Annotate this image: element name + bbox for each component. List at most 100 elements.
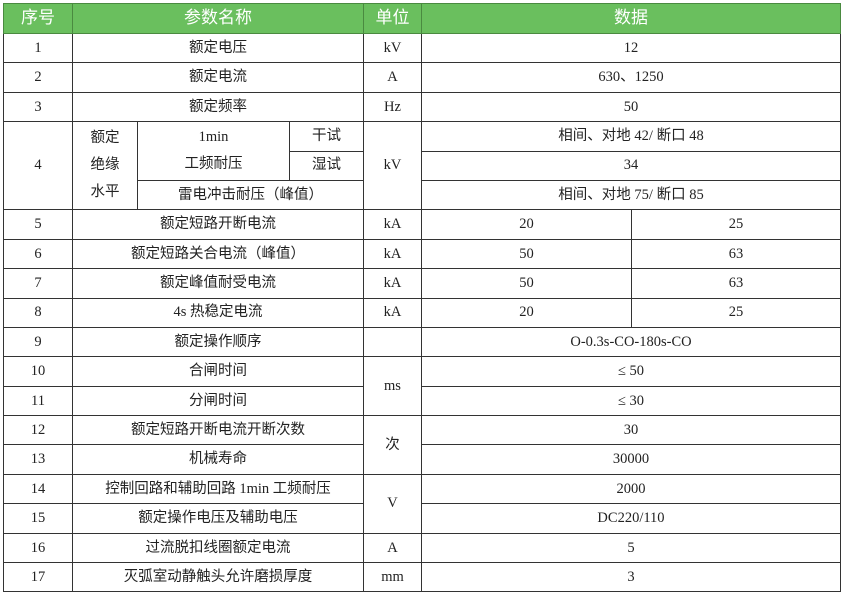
table-row: 9 额定操作顺序 O-0.3s-CO-180s-CO [3, 326, 841, 358]
table-row: 1 额定电压 kV 12 [3, 32, 841, 64]
row-value: ≤ 30 [421, 385, 841, 417]
row-name: 额定操作电压及辅助电压 [72, 503, 364, 534]
row-value: O-0.3s-CO-180s-CO [421, 326, 841, 358]
row-no: 15 [3, 503, 73, 534]
row-value-2: 63 [631, 268, 841, 299]
row-no: 4 [3, 121, 73, 211]
row-unit: kA [363, 209, 422, 240]
lightning-impulse-value: 相间、对地 75/ 断口 85 [421, 179, 841, 211]
label-line: 水平 [90, 184, 120, 201]
table-row: 6 额定短路关合电流（峰值） kA 50 63 [3, 238, 841, 270]
row-unit: kA [363, 238, 422, 270]
label-line: 1min [198, 129, 229, 146]
row-unit: A [363, 532, 422, 564]
table-row: 12 额定短路开断电流开断次数次 30 [3, 415, 841, 475]
wet-test-value: 34 [421, 150, 841, 181]
row-name: 额定短路关合电流（峰值） [72, 238, 364, 270]
table-row: 14 控制回路和辅助回路 1min 工频耐压 V 2000 [3, 473, 841, 534]
row-unit: ms [363, 356, 422, 417]
row-no: 2 [3, 62, 73, 93]
row-unit: 次 [363, 415, 422, 475]
header-name: 参数名称 [72, 3, 364, 34]
row-value: 30 [421, 415, 841, 446]
table-row: 3 额定频率 Hz 50 [3, 91, 841, 123]
row-name: 额定短路开断电流 [72, 209, 364, 240]
row-value: 30000 [421, 444, 841, 475]
row-unit: Hz [363, 91, 422, 123]
table-row: 16 过流脱扣线圈额定电流 A 5 [3, 532, 841, 564]
table-row: 13 机械寿命 30000 [3, 444, 841, 475]
dry-test-value: 相间、对地 42/ 断口 48 [421, 121, 841, 152]
header-row: 序号 参数名称 单位 数据 [3, 3, 841, 34]
row-unit: kA [363, 268, 422, 299]
label-line: 额定 [90, 130, 120, 147]
row-value: 50 [421, 91, 841, 123]
row-name: 额定频率 [72, 91, 364, 123]
row-name: 额定峰值耐受电流 [72, 268, 364, 299]
row-name: 分闸时间 [72, 385, 364, 417]
header-no: 序号 [3, 3, 73, 34]
row-no: 10 [3, 356, 73, 387]
table-row: 17 灭弧室动静触头允许磨损厚度 mm 3 [3, 562, 841, 593]
dry-test-label: 干试 [289, 121, 364, 152]
row-no: 6 [3, 238, 73, 270]
row-value: DC220/110 [421, 503, 841, 534]
table-row: 15 额定操作电压及辅助电压 DC220/110 [3, 503, 841, 534]
row-no: 17 [3, 562, 73, 593]
row-no: 16 [3, 532, 73, 564]
row-value-2: 63 [631, 238, 841, 270]
row-no: 8 [3, 297, 73, 328]
header-data: 数据 [421, 3, 841, 34]
power-frequency-withstand-label: 1min 工频耐压 [137, 121, 290, 181]
row-name: 控制回路和辅助回路 1min 工频耐压 [72, 473, 364, 505]
parameter-table: 序号 参数名称 单位 数据 1 额定电压 kV 12 2 额定电流 A 630、1250 3… [3, 3, 841, 593]
row-unit: A [363, 62, 422, 93]
header-unit: 单位 [363, 3, 422, 34]
row-no: 9 [3, 326, 73, 358]
row-unit: V [363, 473, 422, 534]
insulation-level-label: 额定 绝缘 水平 [72, 121, 138, 211]
row-value-1: 20 [421, 297, 632, 328]
row-value: ≤ 50 [421, 356, 841, 387]
lightning-impulse-label: 雷电冲击耐压（峰值） [137, 179, 364, 211]
row-unit: kV [363, 32, 422, 64]
table-row: 雷电冲击耐压（峰值） 相间、对地 75/ 断口 85 [4, 179, 841, 211]
row-no: 7 [3, 268, 73, 299]
table-row: 10 合闸时间 ms ≤ 50 [3, 356, 841, 417]
row-name: 额定电压 [72, 32, 364, 64]
row-no: 14 [3, 473, 73, 505]
row-no: 12 [3, 415, 73, 446]
row-name: 过流脱扣线圈额定电流 [72, 532, 364, 564]
row-value-1: 20 [421, 209, 632, 240]
row-value-1: 50 [421, 238, 632, 270]
row-value: 5 [421, 532, 841, 564]
label-line: 工频耐压 [184, 156, 243, 173]
row-no: 13 [3, 444, 73, 475]
table-row: 湿试 34 [4, 150, 841, 181]
row-no: 3 [3, 91, 73, 123]
row-value-1: 50 [421, 268, 632, 299]
row-name: 机械寿命 [72, 444, 364, 475]
row-no: 1 [3, 32, 73, 64]
row-unit [363, 326, 422, 358]
row-name: 合闸时间 [72, 356, 364, 387]
table-row: 5 额定短路开断电流 kA 20 25 [3, 209, 841, 240]
table-row: 11 分闸时间 ≤ 30 [3, 385, 841, 417]
row-value: 630、1250 [421, 62, 841, 93]
row-unit: mm [363, 562, 422, 593]
row-name: 灭弧室动静触头允许磨损厚度 [72, 562, 364, 593]
row-name: 额定操作顺序 [72, 326, 364, 358]
table-row: 2 额定电流 A 630、1250 [3, 62, 841, 93]
row-value: 2000 [421, 473, 841, 505]
wet-test-label: 湿试 [289, 150, 364, 181]
row-value: 12 [421, 32, 841, 64]
row-unit: kA [363, 297, 422, 328]
table-row: 7 额定峰值耐受电流 kA 50 63 [3, 268, 841, 299]
row-value-2: 25 [631, 297, 841, 328]
row-name: 4s 热稳定电流 [72, 297, 364, 328]
row-unit: kV [363, 121, 422, 211]
row-name: 额定电流 [72, 62, 364, 93]
row-no: 5 [3, 209, 73, 240]
table-row: 4 额定 绝缘 水平 1min 工频耐压 干试 kV 相间、对地 42/ 断口 48 [3, 121, 841, 211]
row-value-2: 25 [631, 209, 841, 240]
